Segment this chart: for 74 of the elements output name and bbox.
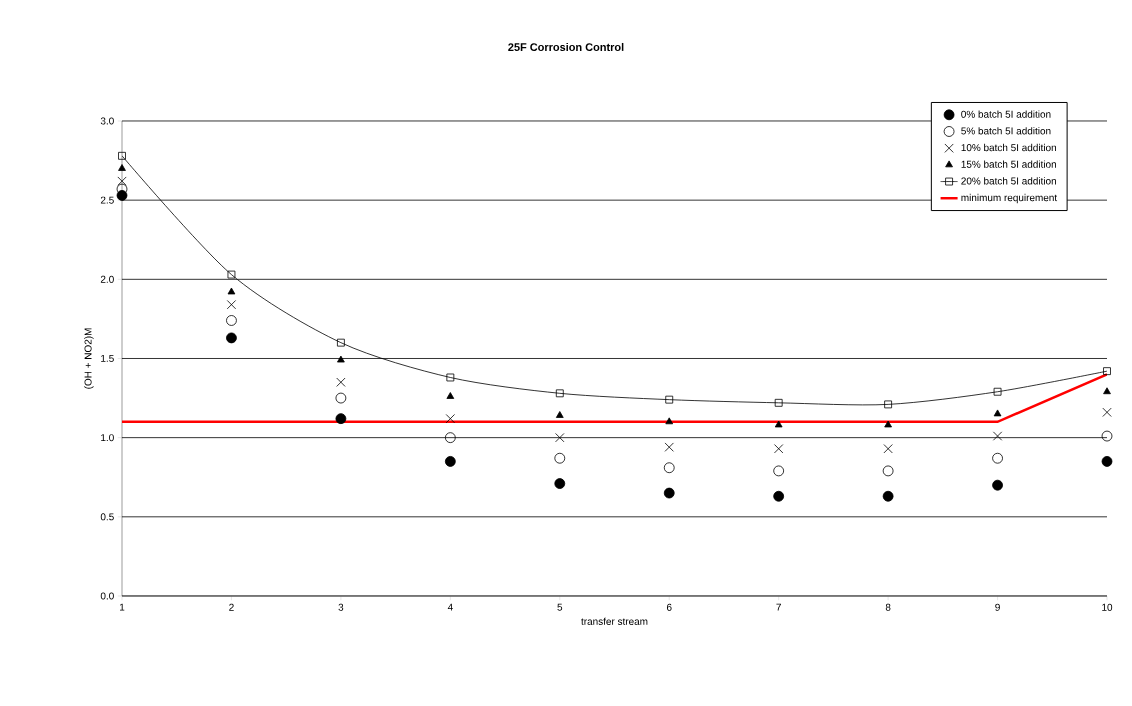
point xyxy=(555,389,564,398)
y-tick-label: 1.0 xyxy=(101,434,114,442)
point xyxy=(227,287,236,295)
point xyxy=(773,465,785,477)
point xyxy=(226,300,237,310)
x-tick-label: 10 xyxy=(1102,603,1113,611)
point xyxy=(555,411,564,418)
point xyxy=(993,387,1002,396)
x-tick-label: 1 xyxy=(120,603,125,611)
legend-label: 0% batch 5I addition xyxy=(961,110,1051,118)
point xyxy=(774,444,784,454)
point xyxy=(446,373,455,382)
point xyxy=(336,377,346,387)
point xyxy=(117,176,127,186)
point xyxy=(993,409,1002,417)
point xyxy=(1101,430,1113,442)
point xyxy=(1103,387,1111,395)
legend-label: 20% batch 5I addition xyxy=(961,177,1056,185)
x-axis-title: transfer stream xyxy=(581,617,648,625)
y-tick-label: 2.5 xyxy=(100,196,114,204)
point xyxy=(884,420,892,428)
y-axis-title: (OH + NO2)M xyxy=(84,328,94,389)
legend-label: 10% batch 5I addition xyxy=(961,143,1056,152)
point xyxy=(444,456,456,467)
point xyxy=(337,338,345,347)
point xyxy=(663,462,675,474)
point xyxy=(992,452,1003,464)
point xyxy=(882,490,894,502)
point xyxy=(992,479,1003,491)
point xyxy=(774,398,783,407)
point xyxy=(664,442,674,452)
point xyxy=(118,164,126,171)
point xyxy=(1103,367,1111,376)
x-tick-label: 3 xyxy=(338,603,344,611)
point xyxy=(884,400,893,409)
chart-title: 25F Corrosion Control xyxy=(508,42,624,52)
point xyxy=(1102,407,1112,417)
point xyxy=(554,452,566,464)
point xyxy=(554,478,566,489)
point xyxy=(883,444,893,454)
point xyxy=(665,417,674,425)
point xyxy=(1101,456,1113,467)
x-tick-label: 6 xyxy=(666,603,672,611)
x-tick-label: 8 xyxy=(885,603,891,611)
x-tick-label: 9 xyxy=(995,603,1000,611)
legend-label: minimum requirement xyxy=(961,193,1058,204)
point xyxy=(882,465,894,477)
point xyxy=(663,487,675,499)
point xyxy=(335,392,347,404)
point xyxy=(444,432,456,444)
point xyxy=(227,270,236,279)
point xyxy=(335,413,347,425)
point xyxy=(226,332,237,344)
point xyxy=(774,420,783,428)
legend-label: 15% batch 5I addition xyxy=(961,160,1056,168)
y-tick-label: 1.5 xyxy=(101,355,114,362)
y-tick-label: 0.5 xyxy=(100,513,114,521)
point xyxy=(446,392,455,399)
y-tick-label: 0.0 xyxy=(100,592,114,600)
point xyxy=(773,490,785,502)
point xyxy=(555,433,565,443)
y-tick-label: 3.0 xyxy=(100,117,114,125)
point xyxy=(665,395,674,404)
x-tick-label: 7 xyxy=(776,603,781,611)
x-tick-label: 2 xyxy=(229,603,234,611)
point xyxy=(118,151,126,160)
x-tick-label: 5 xyxy=(557,603,563,611)
x-tick-label: 4 xyxy=(447,603,453,611)
point xyxy=(226,315,237,326)
y-tick-label: 2.0 xyxy=(100,275,114,283)
point xyxy=(445,414,455,424)
point xyxy=(992,431,1003,441)
point xyxy=(337,355,345,363)
legend-label: 5% batch 5I addition xyxy=(961,127,1051,135)
